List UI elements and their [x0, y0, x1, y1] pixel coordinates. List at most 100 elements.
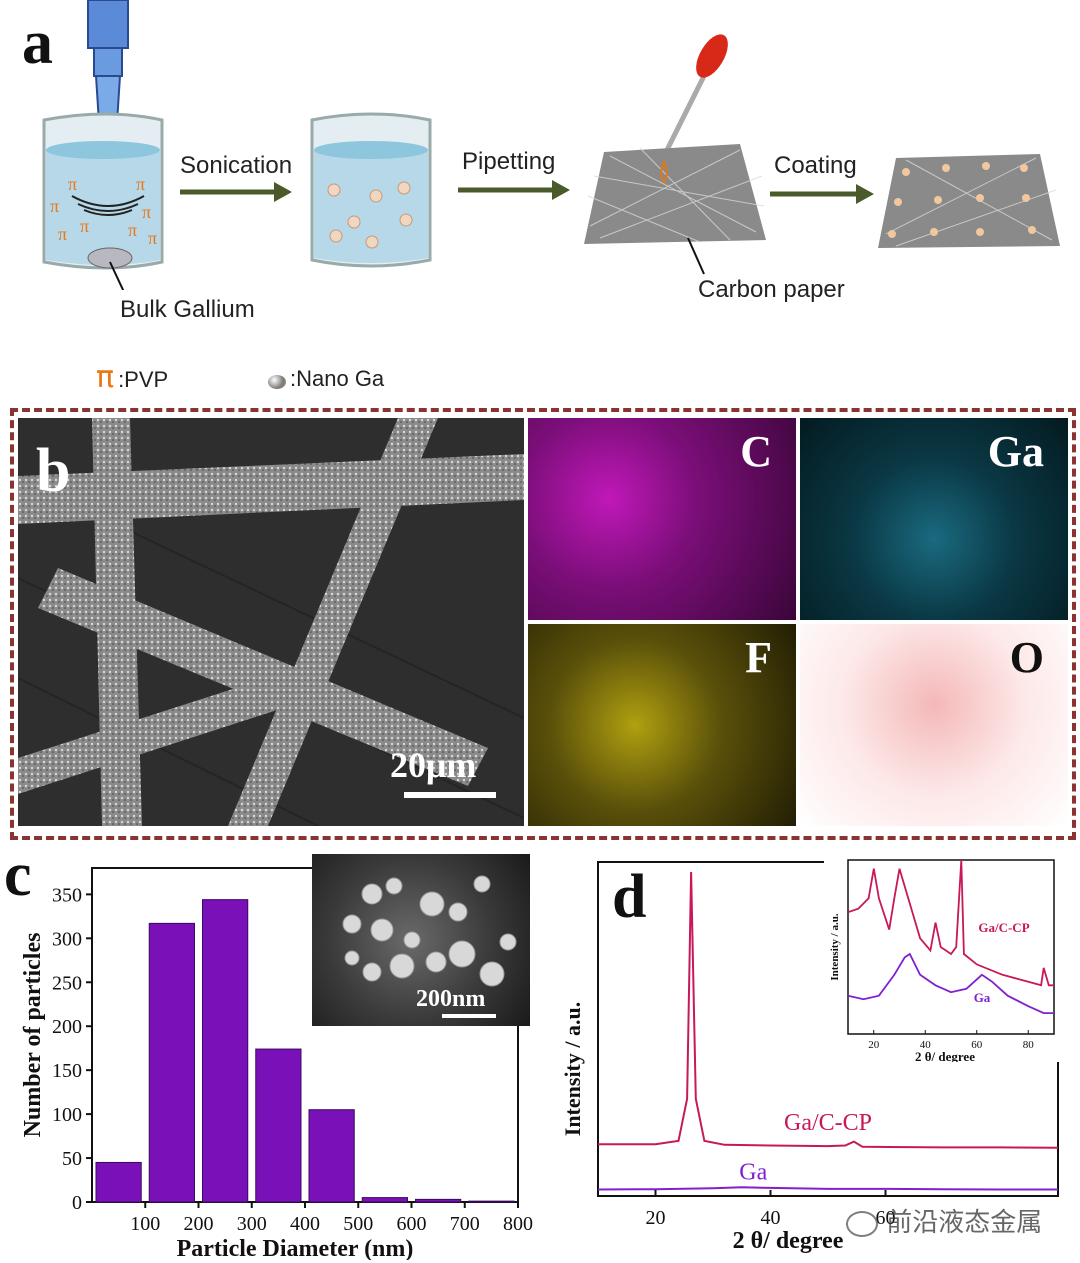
coating-label: Coating [774, 152, 857, 179]
panel-a-letter: a [22, 9, 53, 77]
inset-x-tick-label: 40 [920, 1039, 932, 1051]
eds-map-fluorine: F [528, 624, 796, 826]
y-tick-label: 100 [52, 1104, 82, 1126]
panel-b-letter: b [36, 437, 71, 505]
map-label-f: F [745, 633, 772, 682]
inset-x-tick-label: 60 [971, 1039, 983, 1051]
panel-c-letter: c [4, 841, 32, 909]
sem-image-carbon-fibers: b 20μm [18, 418, 524, 826]
svg-text:π: π [58, 224, 67, 244]
histogram-bar [255, 1048, 302, 1203]
y-tick-label: 300 [52, 928, 82, 950]
svg-text:π: π [128, 220, 137, 240]
y-tick-label: 150 [52, 1060, 82, 1082]
svg-text:π: π [136, 174, 145, 194]
xrd-inset: Ga/C-CP Ga 20 40 60 80 2 θ/ degree Intensity / … [824, 856, 1060, 1064]
x-tick-label: 60 [876, 1207, 896, 1229]
inset-series-line [847, 952, 1054, 1014]
pipette-carbon-paper-illustration [584, 34, 766, 244]
nanoparticle-spheres [342, 875, 517, 987]
y-tick-label: 350 [52, 884, 82, 906]
pipetting-label: Pipetting [462, 148, 556, 175]
carbon-paper-label: Carbon paper [698, 276, 845, 303]
eds-map-gallium: Ga [800, 418, 1068, 620]
x-tick-label: 600 [397, 1213, 427, 1235]
pvp-legend-label: :PVP [118, 367, 169, 392]
eds-map-carbon: C [528, 418, 796, 620]
y-tick-label: 0 [72, 1192, 82, 1214]
nano-ga-icon [268, 375, 286, 390]
coating-arrow [770, 184, 874, 204]
inset-x-axis-label: 2 θ/ degree [915, 1049, 975, 1062]
x-tick-label: 300 [237, 1213, 267, 1235]
inset-series-line [847, 859, 1054, 987]
inset-scale-bar [442, 1014, 496, 1018]
bulk-gallium-label: Bulk Gallium [120, 296, 255, 323]
inset-y-axis-label: Intensity / a.u. [829, 913, 841, 980]
svg-text:π: π [50, 196, 59, 216]
inset-x-tick-label: 20 [868, 1039, 880, 1051]
y-tick-label: 250 [52, 972, 82, 994]
wechat-icon [846, 1210, 878, 1237]
watermark: 前沿液态金属 [846, 1202, 1042, 1239]
x-tick-label: 400 [290, 1213, 320, 1235]
pipetting-arrow [458, 180, 570, 200]
carbon-paper-leader [687, 237, 705, 275]
inset-series-label: Ga/C-CP [978, 920, 1029, 935]
panel-d-letter: d [612, 863, 647, 931]
xrd-inset-chart: Ga/C-CP Ga 20 40 60 80 2 θ/ degree Intensity / … [829, 859, 1055, 1064]
eds-map-oxygen: O [800, 624, 1068, 826]
xrd-series-label: Ga/C-CP [784, 1110, 872, 1136]
x-tick-label: 500 [343, 1213, 373, 1235]
x-tick-label: 200 [184, 1213, 214, 1235]
x-tick-label: 20 [646, 1207, 666, 1229]
inset-x-tick-label: 80 [1023, 1039, 1035, 1051]
y-axis-label: Number of particles [20, 933, 46, 1138]
svg-text:π: π [142, 202, 151, 222]
scale-bar [404, 792, 496, 798]
svg-text:π: π [148, 228, 157, 248]
x-tick-label: 100 [130, 1213, 160, 1235]
inset-frame [847, 859, 1055, 1035]
y-axis-label: Intensity / a.u. [560, 1002, 585, 1136]
x-tick-label: 40 [761, 1207, 781, 1229]
sem-fibers-graphic [18, 418, 524, 826]
map-label-c: C [740, 427, 772, 476]
svg-text:π: π [80, 216, 89, 236]
xrd-series-label: Ga [739, 1160, 767, 1186]
histogram-bar [148, 922, 195, 1203]
watermark-text: 前沿液态金属 [886, 1208, 1043, 1238]
panel-b-frame [10, 408, 1076, 840]
y-tick-label: 200 [52, 1016, 82, 1038]
pvp-icon: π [96, 360, 115, 395]
x-axis-label: Particle Diameter (nm) [177, 1236, 414, 1260]
particle-size-histogram: 0 50 100 150 200 250 300 350 100 200 300 400 500 600 7… [20, 867, 533, 1260]
xrd-series-line [597, 1186, 1058, 1191]
map-label-ga: Ga [987, 427, 1044, 476]
inset-scale-label: 200nm [416, 986, 486, 1012]
histogram-bar [468, 1200, 515, 1203]
map-label-o: O [1009, 633, 1044, 682]
nano-ga-legend-label: :Nano Ga [290, 366, 385, 391]
pvp-legend: π :PVP [96, 360, 168, 395]
histogram-bar [415, 1198, 462, 1203]
coated-carbon-paper-illustration [878, 154, 1060, 248]
histogram-bar [202, 899, 249, 1203]
inset-series-label: Ga [974, 990, 991, 1005]
svg-text:π: π [68, 174, 77, 194]
sem-inset-nanoparticles: 200nm [312, 854, 530, 1026]
histogram-bar [95, 1161, 142, 1203]
histogram-bar [308, 1109, 355, 1203]
sonication-arrow [180, 182, 292, 202]
x-axis-label: 2 θ/ degree [733, 1228, 844, 1254]
scale-bar-label: 20μm [390, 745, 477, 785]
y-tick-label: 50 [62, 1148, 82, 1170]
nano-ga-beaker-illustration [310, 112, 432, 268]
x-tick-label: 800 [503, 1213, 533, 1235]
nano-ga-legend: :Nano Ga [268, 366, 384, 392]
xrd-series-line [598, 871, 1059, 1149]
histogram-bar [361, 1197, 408, 1203]
sonication-label: Sonication [180, 152, 293, 179]
x-tick-label: 700 [450, 1213, 480, 1235]
